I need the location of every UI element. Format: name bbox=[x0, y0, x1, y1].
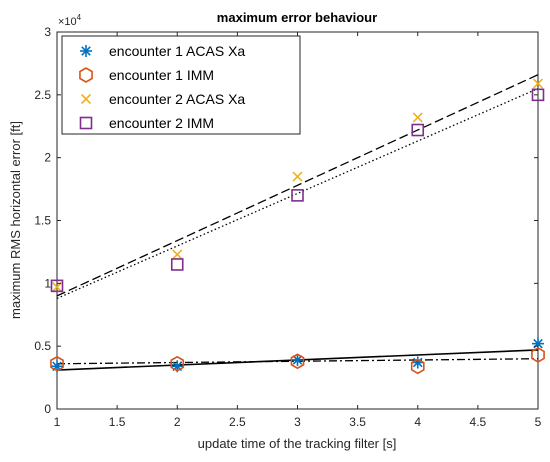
data-point-series-3 bbox=[292, 171, 303, 182]
legend-box bbox=[61, 35, 301, 135]
data-point-series-2 bbox=[290, 353, 305, 370]
y-tick-label: 1 bbox=[44, 276, 51, 290]
data-point-series-2 bbox=[170, 355, 185, 372]
data-point-series-2 bbox=[531, 347, 545, 363]
x-tick-label: 4.5 bbox=[470, 415, 487, 429]
data-point-series-3 bbox=[172, 249, 183, 260]
y-tick-label: 1.5 bbox=[34, 214, 51, 228]
legend-marker-4 bbox=[79, 116, 93, 130]
chart-title: maximum error behaviour bbox=[217, 10, 377, 25]
legend-items: encounter 1 ACAS Xa encounter 1 IMM encoun… bbox=[79, 43, 245, 131]
y-tick-label: 2 bbox=[44, 151, 51, 165]
data-point-series-3 bbox=[532, 78, 544, 89]
data-point-series-1 bbox=[291, 353, 304, 366]
legend-label-1: encounter 1 ACAS Xa bbox=[109, 43, 245, 59]
x-tick-label: 2 bbox=[174, 415, 181, 429]
legend[interactable]: encounter 1 ACAS Xa encounter 1 IMM encoun… bbox=[61, 35, 301, 135]
y-axis-label: maximum RMS horizontal error [ft] bbox=[8, 121, 23, 319]
x-tick-label: 1 bbox=[54, 415, 61, 429]
x-tick-label: 3.5 bbox=[349, 415, 366, 429]
data-point-series-3 bbox=[412, 112, 423, 123]
data-point-series-4 bbox=[291, 189, 304, 202]
legend-label-3: encounter 2 ACAS Xa bbox=[109, 91, 245, 107]
x-axis-ticks: 1 1.5 2 2.5 3 3.5 4 4.5 5 bbox=[54, 32, 542, 429]
legend-marker-2 bbox=[79, 67, 93, 83]
legend-label-2: encounter 1 IMM bbox=[109, 67, 214, 83]
y-tick-label: 0.5 bbox=[34, 339, 51, 353]
data-point-series-2 bbox=[410, 358, 425, 375]
fit-line-dashed bbox=[56, 74, 539, 297]
data-point-series-4 bbox=[411, 123, 425, 137]
data-markers bbox=[50, 78, 545, 375]
legend-marker-3 bbox=[80, 93, 92, 105]
x-tick-label: 5 bbox=[535, 415, 542, 429]
data-point-series-4 bbox=[531, 88, 545, 102]
x-tick-label: 4 bbox=[414, 415, 421, 429]
y-axis-exponent: ×104 bbox=[58, 13, 82, 28]
legend-label-4: encounter 2 IMM bbox=[109, 115, 214, 131]
fit-line-dotted bbox=[56, 87, 539, 300]
data-point-series-4 bbox=[50, 279, 64, 293]
x-axis-label: update time of the tracking filter [s] bbox=[198, 436, 397, 451]
data-point-series-3 bbox=[51, 282, 63, 293]
x-tick-label: 1.5 bbox=[109, 415, 126, 429]
y-axis-ticks: 0 0.5 1 1.5 2 2.5 3 bbox=[34, 25, 538, 416]
y-tick-label: 2.5 bbox=[34, 88, 51, 102]
y-tick-label: 3 bbox=[44, 25, 51, 39]
data-point-series-2 bbox=[50, 355, 64, 372]
data-point-series-4 bbox=[170, 258, 184, 271]
x-tick-label: 3 bbox=[294, 415, 301, 429]
y-tick-label: 0 bbox=[44, 402, 51, 416]
legend-marker-1 bbox=[80, 45, 92, 57]
x-tick-label: 2.5 bbox=[229, 415, 246, 429]
